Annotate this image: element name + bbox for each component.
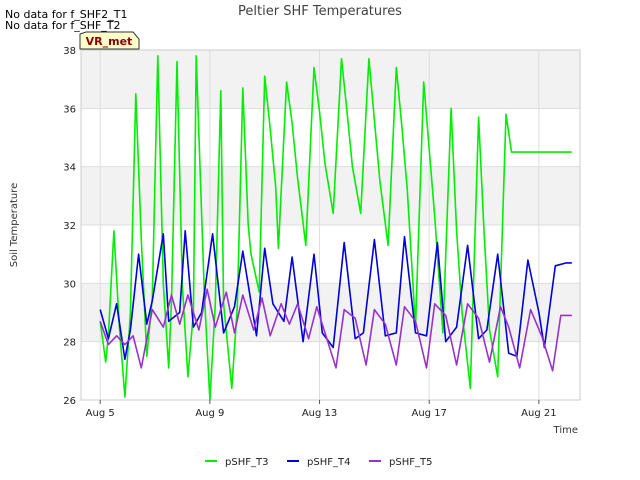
y-tick-32: 32 bbox=[63, 221, 76, 232]
legend-label-pshf-t4: pSHF_T4 bbox=[307, 457, 350, 468]
badge-label: VR_met bbox=[86, 35, 133, 48]
x-tick-labels: Aug 5 Aug 9 Aug 13 Aug 17 Aug 21 bbox=[86, 400, 557, 419]
x-tick-aug-21: Aug 21 bbox=[521, 408, 556, 419]
chart-title: Peltier SHF Temperatures bbox=[238, 4, 402, 19]
x-tick-aug-9: Aug 9 bbox=[195, 408, 224, 419]
y-tick-28: 28 bbox=[63, 338, 76, 349]
legend-label-pshf-t3: pSHF_T3 bbox=[225, 457, 268, 468]
y-tick-36: 36 bbox=[63, 104, 76, 115]
y-tick-26: 26 bbox=[63, 396, 76, 407]
plot-frame bbox=[80, 49, 581, 401]
x-tick-aug-13: Aug 13 bbox=[302, 408, 337, 419]
series-line-pshf-t3 bbox=[99, 54, 572, 401]
vr-met-badge: VR_met bbox=[79, 31, 140, 50]
series-line-pshf-t5 bbox=[99, 288, 572, 372]
series-layer bbox=[99, 54, 572, 401]
no-data-message-2: No data for f_SHF_T2 bbox=[5, 19, 121, 32]
x-tick-aug-5: Aug 5 bbox=[86, 408, 115, 419]
y-tick-34: 34 bbox=[63, 163, 76, 174]
badge-shape bbox=[79, 31, 140, 50]
y-axis-label: Soil Temperature bbox=[9, 183, 20, 268]
x-tick-aug-17: Aug 17 bbox=[411, 408, 446, 419]
band-28 bbox=[81, 283, 580, 342]
y-tick-30: 30 bbox=[63, 279, 76, 290]
y-tick-38: 38 bbox=[63, 46, 76, 57]
x-axis-label: Time bbox=[553, 425, 578, 436]
band-36 bbox=[81, 50, 580, 109]
legend-label-pshf-t5: pSHF_T5 bbox=[389, 457, 432, 468]
no-data-message-1: No data for f_SHF2_T1 bbox=[5, 8, 128, 21]
series-line-pshf-t4 bbox=[99, 230, 572, 361]
y-tick-labels: 26 28 30 32 34 36 38 bbox=[63, 46, 76, 407]
legend: pSHF_T3 pSHF_T4 pSHF_T5 bbox=[205, 457, 432, 468]
